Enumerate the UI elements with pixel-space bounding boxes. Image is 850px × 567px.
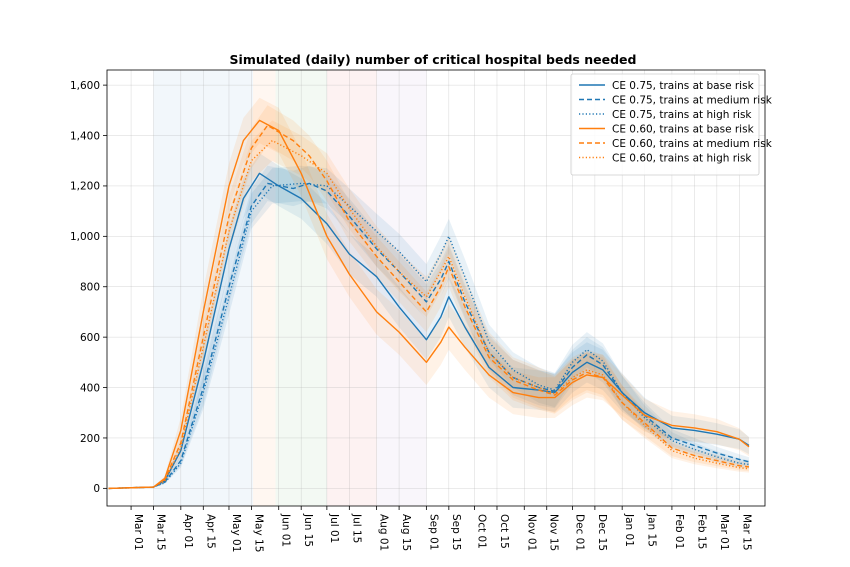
legend-label-2: CE 0.75, trains at high risk	[612, 109, 752, 121]
phase-band-1	[253, 70, 276, 506]
y-tick-label-5: 1,000	[70, 231, 100, 243]
x-tick-label-19: Dec 15	[596, 514, 608, 551]
legend-label-1: CE 0.75, trains at medium risk	[612, 94, 773, 106]
x-tick-label-16: Nov 01	[525, 514, 537, 551]
y-tick-label-7: 1,400	[70, 130, 100, 142]
x-tick-label-2: Apr 01	[182, 514, 194, 549]
y-axis: 0 200 400 600 800 1,000 1,200 1,400 1,600	[70, 80, 107, 495]
series-line-2	[108, 182, 750, 490]
x-tick-label-9: Jul 15	[350, 513, 362, 543]
x-tick-label-5: May 15	[252, 514, 264, 552]
x-axis: Mar 01 Mar 15 Apr 01 Apr 15 May 01 May 15 Jun …	[130, 506, 752, 552]
x-tick-label-24: Mar 01	[718, 514, 730, 551]
y-tick-label-0: 0	[93, 483, 100, 495]
series-line-3	[108, 119, 750, 490]
series-band-0	[108, 153, 750, 489]
y-tick-label-6: 1,200	[70, 181, 100, 193]
series-line-4	[108, 124, 750, 490]
x-tick-label-12: Sep 01	[427, 514, 439, 551]
series-line-0	[108, 172, 750, 490]
y-tick-label-8: 1,600	[70, 80, 100, 92]
x-tick-label-23: Feb 15	[695, 514, 707, 549]
x-tick-label-8: Jul 01	[328, 513, 340, 543]
y-tick-label-2: 400	[80, 382, 100, 394]
phase-band-3	[326, 70, 377, 506]
legend-label-3: CE 0.60, trains at base risk	[612, 123, 755, 135]
series-band-3	[108, 97, 750, 489]
legend-label-0: CE 0.75, trains at base risk	[612, 80, 755, 92]
legend-box	[570, 73, 760, 176]
series-lines	[108, 119, 750, 490]
x-tick-label-1: Mar 15	[155, 514, 167, 551]
legend-label-5: CE 0.60, trains at high risk	[612, 152, 752, 164]
x-tick-label-3: Apr 15	[204, 514, 216, 549]
series-line-5	[108, 139, 750, 490]
x-tick-label-14: Oct 01	[476, 514, 488, 549]
x-tick-label-20: Jan 01	[623, 513, 635, 547]
y-tick-label-1: 200	[80, 433, 100, 445]
y-tick-label-4: 800	[80, 282, 100, 294]
series-band-5	[108, 120, 750, 489]
x-tick-label-17: Nov 15	[548, 514, 560, 551]
legend: CE 0.75, trains at base risk CE 0.75, tra…	[570, 73, 773, 176]
y-tick-label-3: 600	[80, 332, 100, 344]
chart-title: Simulated (daily) number of critical hos…	[230, 52, 637, 67]
x-tick-label-22: Feb 01	[673, 514, 685, 549]
x-tick-label-13: Sep 15	[450, 514, 462, 551]
x-tick-label-7: Jun 15	[302, 513, 314, 547]
x-tick-label-21: Jan 15	[646, 513, 658, 547]
legend-label-4: CE 0.60, trains at medium risk	[612, 138, 773, 150]
x-tick-label-0: Mar 01	[132, 514, 144, 551]
x-tick-label-4: May 01	[230, 514, 242, 552]
plot-frame	[106, 69, 766, 507]
x-tick-label-15: Oct 15	[498, 514, 510, 549]
x-tick-label-11: Aug 15	[400, 514, 412, 551]
x-tick-label-10: Aug 01	[378, 514, 390, 551]
x-tick-label-25: Mar 15	[740, 514, 752, 551]
x-tick-label-6: Jun 01	[280, 513, 292, 547]
x-tick-label-18: Dec 01	[573, 514, 585, 551]
